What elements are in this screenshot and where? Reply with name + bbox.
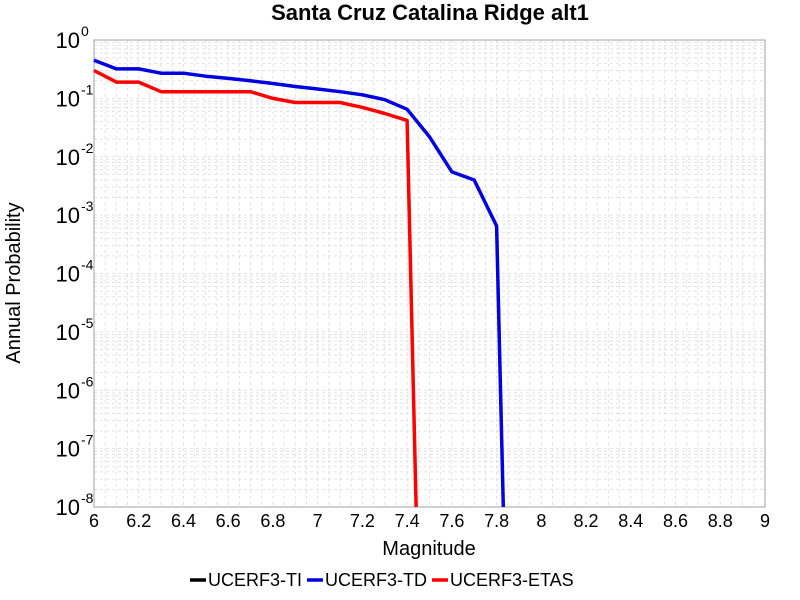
x-tick-label: 8.6 [663,511,688,531]
y-tick-exponent: -5 [81,315,94,331]
chart-title: Santa Cruz Catalina Ridge alt1 [271,0,589,25]
legend-label: UCERF3-TD [325,570,427,590]
y-tick-base: 10 [56,320,80,345]
y-tick-label: 10 -6 [56,373,94,403]
series-layer [93,58,506,508]
y-tick-exponent: -6 [81,373,94,389]
y-tick-base: 10 [56,86,80,111]
y-tick-exponent: -7 [81,432,94,448]
y-tick-exponent: -3 [81,198,94,214]
series-line-ucerf3-td [93,58,506,508]
x-tick-label: 8.2 [574,511,599,531]
y-tick-base: 10 [56,28,80,53]
y-tick-exponent: -8 [81,490,94,506]
y-tick-exponent: 0 [81,23,89,39]
x-tick-label: 7.6 [439,511,464,531]
x-tick-label: 7.4 [395,511,420,531]
y-axis-label: Annual Probability [3,202,25,363]
x-tick-label: 8.8 [708,511,733,531]
x-tick-label: 7 [313,511,323,531]
x-tick-label: 7.8 [484,511,509,531]
legend-item: UCERF3-TI [190,570,302,590]
x-axis-ticks: 6 6.2 6.4 6.6 6.8 7 7.2 7.4 7.6 7.8 8 8.2 8.4 8.6 8.8 9 [89,511,770,531]
y-tick-label: 10 -3 [56,198,94,228]
y-tick-base: 10 [56,203,80,228]
x-tick-label: 6.4 [171,511,196,531]
x-tick-label: 6.6 [216,511,241,531]
y-tick-label: 10 -4 [56,257,94,287]
x-axis-label: Magnitude [382,538,475,560]
plot-frame [93,39,766,508]
legend-item: UCERF3-TD [307,570,427,590]
y-tick-label: 10 -8 [56,490,94,520]
y-tick-base: 10 [56,437,80,462]
x-tick-label: 8.4 [618,511,643,531]
y-tick-exponent: -1 [81,81,94,97]
grid [93,40,766,508]
y-tick-label: 10 -5 [56,315,94,345]
y-tick-exponent: -2 [81,140,94,156]
y-tick-label: 10 -7 [56,432,94,462]
x-tick-label: 6.2 [126,511,151,531]
x-tick-label: 8 [536,511,546,531]
legend-item: UCERF3-ETAS [432,570,574,590]
y-tick-exponent: -4 [81,257,94,273]
series-line-ucerf3-etas [93,68,418,508]
x-tick-label: 9 [760,511,770,531]
y-tick-base: 10 [56,495,80,520]
legend-label: UCERF3-TI [208,570,302,590]
x-tick-label: 6 [89,511,99,531]
x-tick-label: 6.8 [260,511,285,531]
legend-label: UCERF3-ETAS [450,570,574,590]
y-tick-base: 10 [56,378,80,403]
x-tick-label: 7.2 [350,511,375,531]
y-tick-base: 10 [56,145,80,170]
legend: UCERF3-TI UCERF3-TD UCERF3-ETAS [190,570,574,590]
y-tick-label: 10 -1 [56,81,94,111]
y-tick-label: 10 -2 [56,140,94,170]
y-tick-base: 10 [56,262,80,287]
y-tick-label: 10 0 [56,23,89,53]
